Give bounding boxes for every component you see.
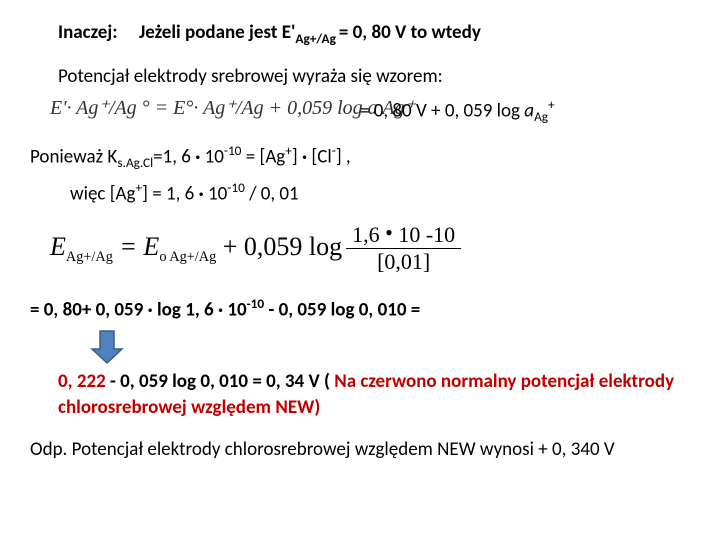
t-0222: 0, 222 [58,370,106,393]
down-arrow-icon [90,329,124,365]
line-eq-right: = 0, 80 V + 0, 059 log aAg+ [360,96,690,126]
line-calc1: = 0, 80+ 0, 059 · log 1, 6 · 10-10 - 0, … [30,295,690,323]
sup-m10b: -10 [227,179,245,196]
t-10a: 10 [205,146,224,169]
t-eq16b: ] = 1, 6 [142,182,194,205]
line-poniewaz: Ponieważ Ks.Ag.Cl=1, 6 · 10-10 = [Ag+] ·… [30,142,690,172]
frac-num-b: 10 -10 [398,222,455,247]
dot2: · [298,146,312,169]
t-a: a [524,100,534,123]
t-jezeli: Jeżeli podane jest E' [139,21,295,44]
t-eq080: = 0, 80 V + 0, 059 log [360,100,524,123]
t-cl: [Cl [311,146,331,169]
eq-eq: = [119,232,143,261]
t-080plus: = 0, 80+ 0, 059 [30,299,143,322]
t-br2: ] , [336,146,351,169]
line-odp: Odp. Potencjał elektrody chlorosrebrowej… [30,437,690,463]
eq-sub1: Ag+/Ag [66,249,113,265]
t-10c: 10 [227,299,246,322]
frac-num-a: 1,6 [352,222,380,247]
eq-E1: E [50,232,66,261]
t-odp: Odp. Potencjał elektrody chlorosrebrowej… [30,438,615,461]
t-poniewaz: Ponieważ K [30,146,117,169]
eq-sub2: o Ag+/Ag [159,249,216,265]
line-result: 0, 222 - 0, 059 log 0, 010 = 0, 34 V ( N… [58,369,690,420]
t-eqag: = [Ag [241,146,285,169]
t-minuslog: - 0, 059 log 0, 010 = 0, 34 V ( [110,370,334,393]
t-div001: / 0, 01 [245,182,299,205]
dot1: · [191,146,205,169]
t-log16: log 1, 6 [157,299,214,322]
t-eq16: =1, 6 [153,146,191,169]
frac-den: [0,01] [346,249,461,275]
sub-agag: Ag+/Ag [295,30,338,47]
sup-m10a: -10 [224,142,242,159]
sub-ag: Ag [534,109,548,126]
line-potencjal: Potencjał elektrody srebrowej wyraża się… [58,64,690,90]
dot4: · [143,299,157,322]
t-potencjal: Potencjał elektrody srebrowej wyraża się… [58,65,443,88]
eq-plus: + 0,059 log [223,232,342,261]
arrow-container [30,329,690,365]
sup-plus: + [548,96,555,113]
t-10b: 10 [208,182,227,205]
line-inaczej: Inaczej: Jeżeli podane jest E'Ag+/Ag = 0… [58,20,690,48]
sub-sagcl: s.Ag.Cl [117,155,153,172]
frac-num: 1,6 • 10 -10 [346,222,461,249]
t-wiec: więc [Ag [70,182,136,205]
eq-E2: E [143,232,159,261]
line-wiec: więc [Ag+] = 1, 6 · 10-10 / 0, 01 [70,179,690,207]
dot3: · [194,182,208,205]
dot5: · [214,299,228,322]
equation-big: EAg+/Ag = Eo Ag+/Ag + 0,059 log 1,6 • 10… [50,222,690,275]
t-inaczej: Inaczej: [58,21,117,44]
t-080v: = 0, 80 V to wtedy [339,21,481,44]
sup-plus2: + [285,142,292,159]
t-minus0059: - 0, 059 log 0, 010 = [264,299,420,322]
sup-m10c: -10 [247,295,265,312]
